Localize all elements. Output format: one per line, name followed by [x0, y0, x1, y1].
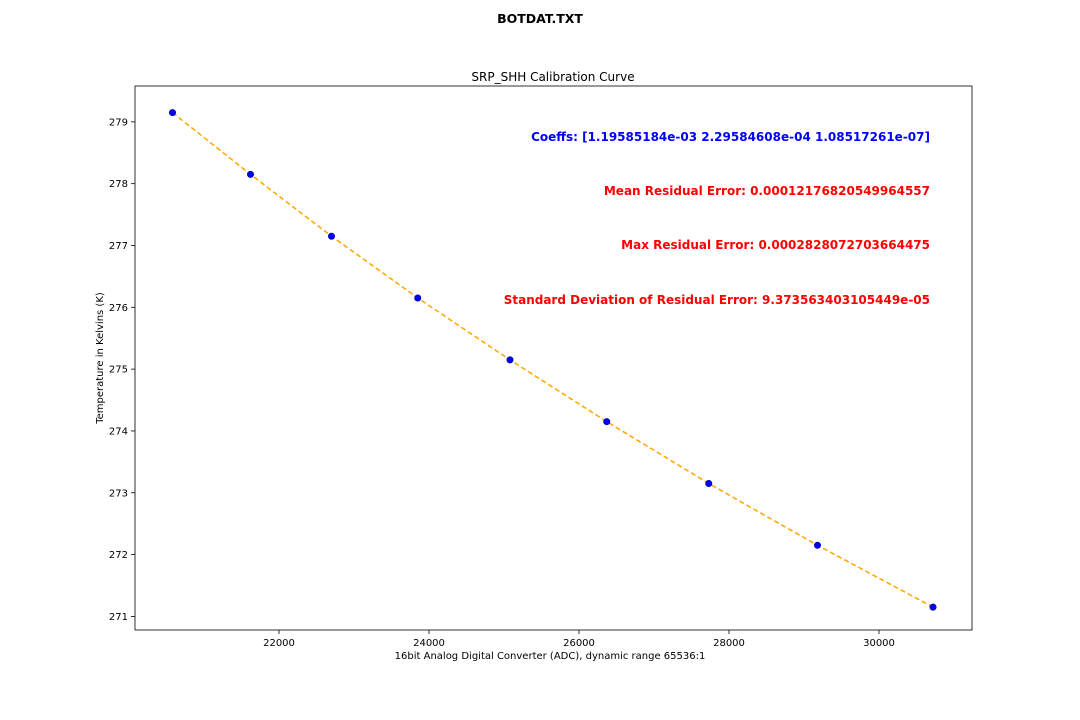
annotation-1: Mean Residual Error: 0.00012176820549964…: [604, 184, 930, 198]
x-tick-label-2: 26000: [563, 638, 595, 649]
data-point-0: [169, 109, 177, 117]
data-point-2: [327, 232, 335, 240]
y-tick-label-4: 275: [109, 365, 128, 376]
data-point-4: [506, 356, 514, 364]
data-point-6: [705, 479, 713, 487]
axes-frame: [134, 85, 973, 631]
chart-title: SRP_SHH Calibration Curve: [471, 70, 634, 84]
y-tick-label-7: 278: [109, 179, 128, 190]
data-point-8: [929, 603, 937, 611]
y-tick-label-3: 274: [109, 426, 128, 437]
data-point-3: [414, 294, 422, 302]
x-tick-label-0: 22000: [263, 638, 295, 649]
x-tick-label-4: 30000: [863, 638, 895, 649]
x-tick-label-3: 28000: [713, 638, 745, 649]
y-tick-label-5: 276: [109, 303, 128, 314]
y-tick-label-2: 273: [109, 488, 128, 499]
data-point-7: [813, 541, 821, 549]
data-point-1: [247, 170, 255, 178]
annotation-layer: Coeffs: [1.19585184e-03 2.29584608e-04 1…: [504, 130, 930, 307]
annotation-3: Standard Deviation of Residual Error: 9.…: [504, 293, 930, 307]
y-axis-label: Temperature in Kelvins (K): [95, 292, 106, 425]
data-point-5: [603, 418, 611, 426]
figure-title: BOTDAT.TXT: [497, 11, 583, 26]
x-tick-label-1: 24000: [413, 638, 445, 649]
annotation-0: Coeffs: [1.19585184e-03 2.29584608e-04 1…: [531, 130, 930, 144]
y-tick-label-8: 279: [109, 117, 128, 128]
plot-layer: 22000 24000 26000 28000 30000 271 272 273 274 275…: [109, 85, 973, 649]
annotation-2: Max Residual Error: 0.000282807270366447…: [621, 238, 930, 252]
x-axis-label: 16bit Analog Digital Converter (ADC), dy…: [395, 651, 706, 662]
y-tick-label-6: 277: [109, 241, 128, 252]
y-tick-label-0: 271: [109, 612, 128, 623]
y-tick-label-1: 272: [109, 550, 128, 561]
